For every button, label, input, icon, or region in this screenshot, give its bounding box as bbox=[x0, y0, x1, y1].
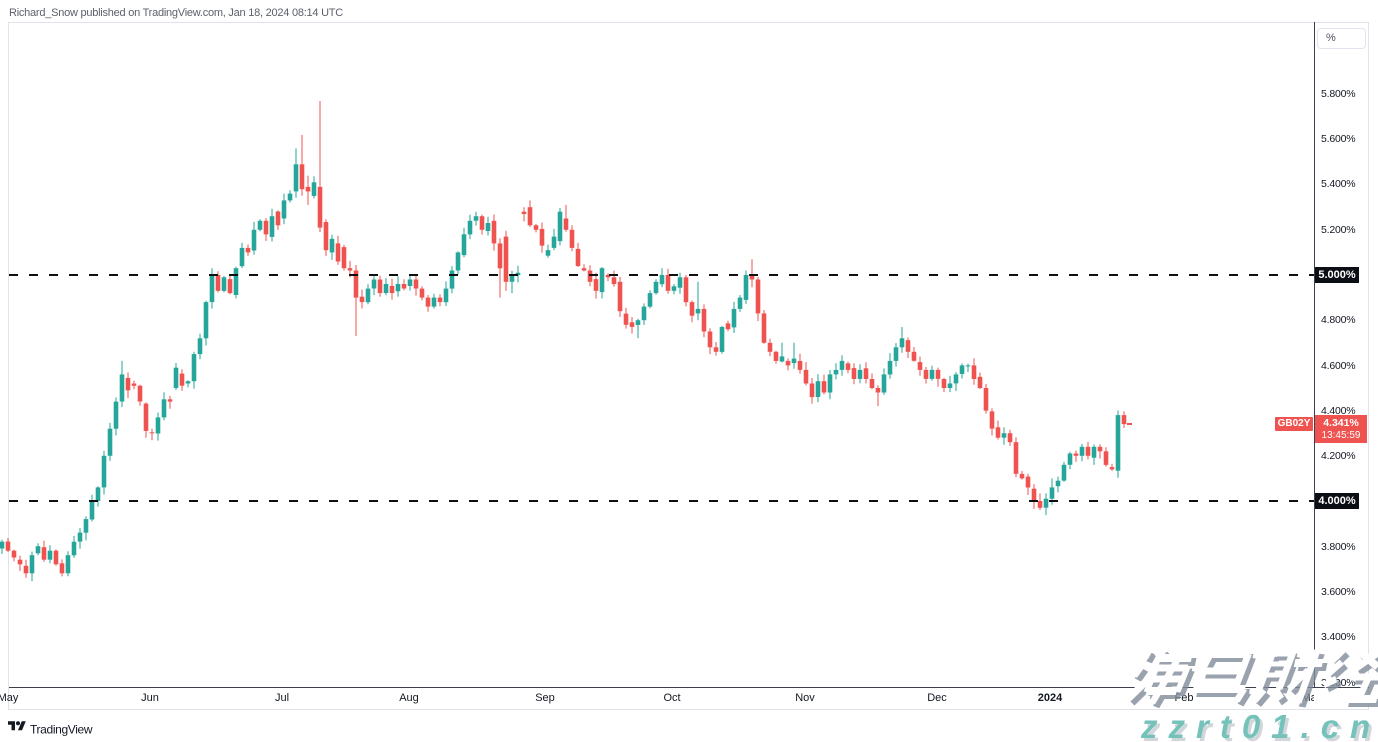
svg-text:TradingView: TradingView bbox=[30, 723, 93, 737]
